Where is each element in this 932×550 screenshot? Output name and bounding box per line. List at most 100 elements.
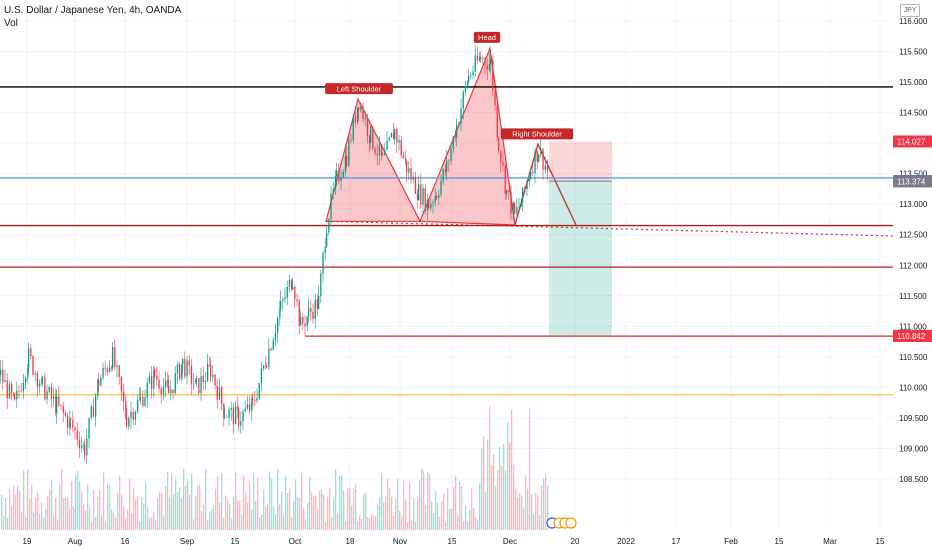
volume-bar [459, 480, 461, 530]
candle-body [120, 376, 123, 392]
pattern-labels: Left Shoulder Head Right Shoulder [325, 31, 574, 140]
volume-bar [281, 491, 283, 530]
candle-body [4, 380, 6, 383]
candle-body [22, 382, 25, 392]
candle-body [252, 397, 254, 401]
volume-bar [241, 515, 243, 530]
volume-bar [543, 478, 545, 530]
candle-body [167, 380, 169, 386]
candle-body [226, 417, 228, 418]
volume-bar [323, 494, 325, 530]
volume-bar [153, 511, 155, 530]
candle-body [316, 299, 319, 309]
candle-body [524, 187, 526, 189]
chart-title: U.S. Dollar / Japanese Yen, 4h, OANDA [4, 5, 182, 16]
volume-bar [115, 517, 117, 530]
candle-body [294, 287, 296, 300]
price-tick-label: 110.000 [899, 383, 928, 392]
volume-bar [365, 492, 367, 530]
candle-body [370, 127, 372, 143]
price-tag-label: 110.842 [897, 332, 926, 341]
volume-bar [263, 489, 265, 530]
candle-body [86, 438, 88, 456]
volume-bar [227, 499, 229, 530]
volume-bar [271, 478, 273, 530]
volume-bar [129, 478, 131, 530]
volume-bar [97, 496, 99, 530]
candle-body [440, 181, 442, 195]
volume-bar [49, 488, 51, 530]
candle-body [242, 411, 244, 422]
candle-body [64, 412, 67, 416]
candle-body [412, 176, 414, 180]
volume-bar [311, 492, 313, 530]
volume-bar [351, 505, 353, 530]
volume-bar [447, 487, 449, 530]
candle-body [174, 373, 176, 394]
volume-bar [247, 503, 249, 530]
candle-body [324, 246, 326, 254]
volume-bar [163, 515, 165, 530]
candle-body [209, 364, 211, 365]
candle-body [496, 105, 498, 139]
volume-bar [133, 487, 135, 530]
head-triangle [419, 46, 516, 226]
candle-body [34, 373, 36, 375]
candle-body [510, 192, 512, 214]
time-tick-label: 18 [346, 537, 355, 546]
volume-bar [253, 473, 255, 530]
candle-body [492, 59, 494, 91]
candle-body [494, 90, 496, 106]
candle-body [512, 203, 514, 214]
candle-body [104, 367, 106, 369]
volume-bar [451, 508, 453, 530]
candle-body [198, 378, 200, 393]
candle-body [190, 365, 193, 384]
candle-body [277, 318, 279, 333]
candle-body [444, 169, 447, 172]
volume-bar [373, 515, 375, 530]
volume-bar [505, 470, 507, 530]
candle-body [338, 170, 340, 182]
candle-body [504, 165, 506, 194]
volume-bar [435, 490, 437, 530]
volume-bar [77, 471, 79, 530]
volume-bar [309, 477, 311, 530]
volume-bar [213, 505, 215, 530]
volume-bar [155, 520, 157, 530]
volume-bar [105, 520, 107, 530]
volume-bar [205, 469, 207, 530]
pattern-label: Right Shoulder [512, 130, 562, 139]
candle-body [258, 383, 260, 399]
volume-bar [149, 517, 151, 530]
volume-bar [285, 476, 287, 530]
candle-body [336, 170, 338, 176]
volume-bar [259, 517, 261, 530]
volume-bar [141, 497, 143, 530]
candle-body [251, 397, 253, 411]
volume-bar [407, 521, 409, 530]
candle-body [502, 162, 504, 166]
currency-badge[interactable]: JPY [900, 4, 920, 17]
candle-body [546, 165, 549, 171]
volume-bar [161, 492, 163, 530]
volume-bar [293, 501, 295, 530]
volume-bar [389, 488, 391, 530]
candle-body [254, 400, 256, 401]
candle-body [223, 403, 225, 418]
candle-body [308, 308, 310, 317]
volume-bar [433, 512, 435, 530]
candle-body [13, 393, 15, 396]
volume-bar [467, 521, 469, 530]
price-tag-bg [893, 135, 932, 148]
volume-bar [151, 517, 153, 530]
volume-bar [251, 509, 253, 530]
candle-body [268, 348, 270, 368]
candle-body [218, 387, 221, 400]
candle-body [186, 360, 188, 377]
volume-bar [261, 514, 263, 530]
candle-body [306, 316, 308, 327]
candle-body [272, 340, 274, 350]
candle-body [130, 411, 132, 419]
